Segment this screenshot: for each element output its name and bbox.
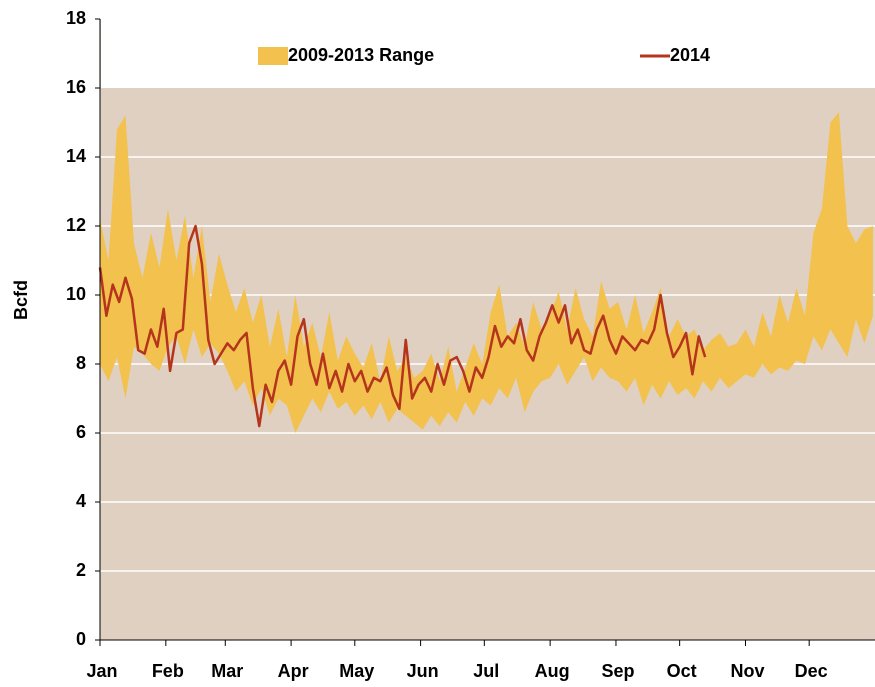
legend-box	[101, 19, 875, 88]
series-line	[98, 224, 707, 428]
y-tick-label: 16	[66, 77, 86, 97]
legend-label: 2014	[670, 45, 710, 65]
y-tick-label: 8	[76, 353, 86, 373]
legend-label: 2009-2013 Range	[288, 45, 434, 65]
x-tick-label: Aug	[535, 661, 570, 681]
x-tick-label: Feb	[152, 661, 184, 681]
x-tick-label: Jun	[407, 661, 439, 681]
x-tick-label: Dec	[795, 661, 828, 681]
y-tick-label: 4	[76, 491, 86, 511]
y-tick-label: 2	[76, 560, 86, 580]
x-tick-label: May	[339, 661, 374, 681]
legend-swatch	[258, 47, 288, 65]
x-tick-label: Sep	[601, 661, 634, 681]
range-band	[100, 112, 873, 434]
x-tick-label: Oct	[667, 661, 697, 681]
x-tick-label: Nov	[730, 661, 764, 681]
y-tick-label: 12	[66, 215, 86, 235]
y-tick-label: 18	[66, 8, 86, 28]
x-tick-label: Jul	[473, 661, 499, 681]
x-tick-label: Jan	[86, 661, 117, 681]
y-tick-label: 0	[76, 629, 86, 649]
x-tick-label: Apr	[278, 661, 309, 681]
y-tick-label: 10	[66, 284, 86, 304]
y-tick-label: 6	[76, 422, 86, 442]
x-tick-label: Mar	[211, 661, 243, 681]
y-axis-label: Bcfd	[11, 280, 31, 320]
y-tick-label: 14	[66, 146, 86, 166]
